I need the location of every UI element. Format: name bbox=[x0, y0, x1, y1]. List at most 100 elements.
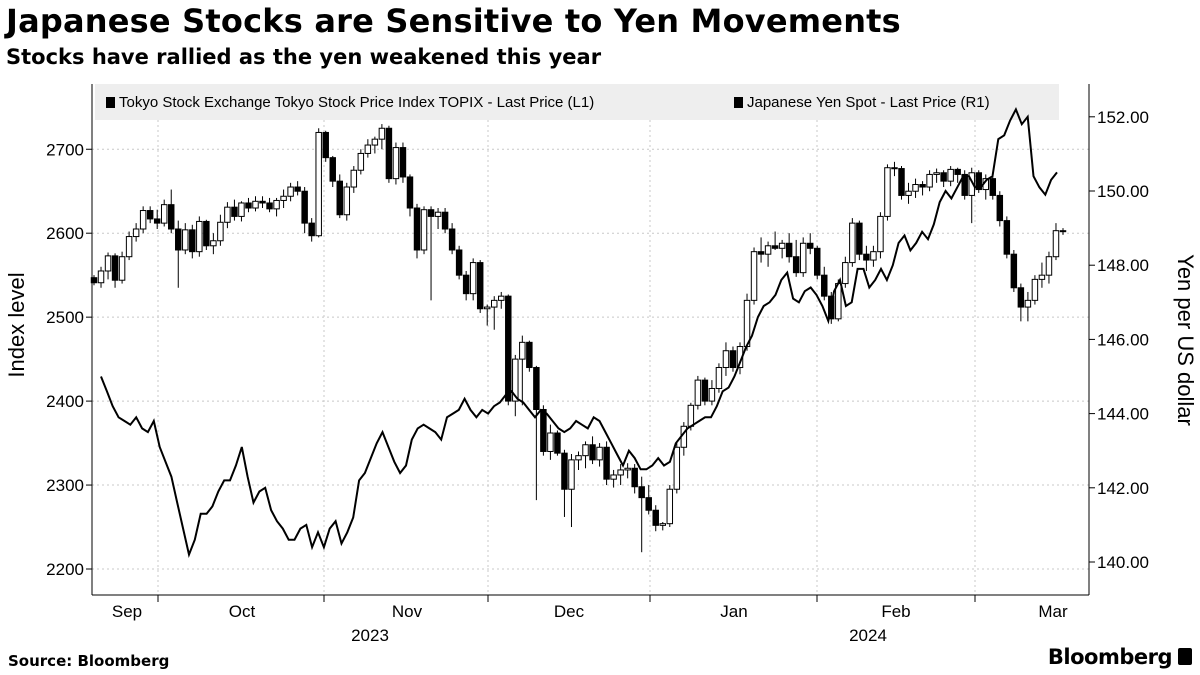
candle-body bbox=[153, 218, 161, 224]
candle-body bbox=[554, 432, 561, 454]
candle-body bbox=[168, 204, 175, 230]
candle-body bbox=[996, 194, 1004, 222]
candle-body bbox=[863, 253, 870, 261]
x-month-label: Nov bbox=[392, 602, 423, 621]
candle-body bbox=[364, 144, 372, 154]
candle-body bbox=[357, 152, 365, 171]
right-tick-label: 140.00 bbox=[1097, 553, 1149, 572]
candle-body bbox=[856, 222, 863, 255]
candle-body bbox=[722, 350, 730, 369]
candle-body bbox=[343, 186, 351, 216]
candle-body bbox=[750, 251, 758, 301]
candle-body bbox=[399, 147, 407, 178]
candle-body bbox=[1052, 230, 1060, 258]
candle-body bbox=[512, 358, 519, 402]
candle-body bbox=[280, 195, 287, 201]
axes bbox=[91, 84, 1090, 596]
candle-body bbox=[1017, 287, 1025, 308]
candle-body bbox=[547, 432, 554, 452]
candle-body bbox=[210, 240, 217, 247]
candle-body bbox=[294, 186, 301, 192]
candle-body bbox=[118, 256, 126, 281]
brand-name: Bloomberg bbox=[1047, 645, 1173, 669]
candle-body bbox=[842, 262, 849, 285]
left-tick-label: 2700 bbox=[46, 140, 84, 159]
candle-body bbox=[427, 209, 435, 217]
candle-body bbox=[189, 229, 196, 253]
candle-body bbox=[350, 169, 358, 188]
legend-label-yen: Japanese Yen Spot - Last Price (R1) bbox=[747, 94, 990, 111]
candle-body bbox=[764, 245, 772, 255]
candle-body bbox=[505, 295, 512, 402]
legend-swatch-yen bbox=[734, 97, 743, 108]
candle-body bbox=[420, 209, 428, 251]
candle-body bbox=[694, 379, 702, 406]
candle-body bbox=[617, 469, 624, 476]
candle-body bbox=[519, 341, 526, 360]
left-axis-ticks: 2200 2300 2400 2500 2600 2700 bbox=[46, 140, 92, 579]
candle-body bbox=[413, 207, 421, 251]
right-axis-ticks: 140.00 142.00 144.00 146.00 148.00 150.00 152.… bbox=[1089, 108, 1149, 572]
candle-body bbox=[203, 220, 210, 247]
left-tick-label: 2300 bbox=[46, 476, 84, 495]
candle-body bbox=[308, 222, 315, 237]
candle-body bbox=[989, 178, 997, 196]
candle-body bbox=[877, 215, 884, 253]
candle-body bbox=[104, 255, 112, 272]
candle-body bbox=[785, 242, 793, 258]
candle-body bbox=[315, 131, 322, 237]
candle-body bbox=[125, 236, 133, 258]
candle-body bbox=[884, 167, 891, 217]
candle-body bbox=[729, 350, 737, 369]
candle-body bbox=[575, 455, 582, 461]
x-month-label: Mar bbox=[1038, 602, 1068, 621]
candle-body bbox=[610, 474, 617, 480]
x-axis-ticks: Sep Oct Nov Dec Jan Feb Mar 2023 2024 bbox=[112, 595, 1068, 645]
candle-body bbox=[792, 256, 800, 274]
candle-body bbox=[1010, 253, 1018, 289]
candle-body bbox=[673, 446, 681, 490]
candle-body bbox=[891, 167, 898, 170]
candle-body bbox=[940, 172, 947, 182]
left-tick-label: 2500 bbox=[46, 308, 84, 327]
topix-candles bbox=[90, 124, 1067, 553]
candle-body bbox=[526, 341, 533, 369]
candle-body bbox=[175, 228, 182, 251]
legend-label-topix: Tokyo Stock Exchange Tokyo Stock Price I… bbox=[119, 94, 594, 111]
right-tick-label: 152.00 bbox=[1097, 108, 1149, 127]
candle-body bbox=[806, 242, 814, 249]
x-month-label: Dec bbox=[554, 602, 585, 621]
candle-body bbox=[1038, 274, 1046, 280]
candle-body bbox=[441, 211, 449, 230]
candle-body bbox=[406, 176, 414, 209]
candle-body bbox=[322, 131, 329, 159]
candle-body bbox=[715, 367, 723, 390]
brand-logo: Bloomberg bbox=[1048, 645, 1192, 669]
x-month-label: Oct bbox=[229, 602, 256, 621]
candle-body bbox=[652, 509, 659, 526]
x-year-label: 2023 bbox=[351, 626, 389, 645]
candle-body bbox=[97, 270, 105, 284]
candle-body bbox=[821, 274, 828, 297]
candle-body bbox=[589, 444, 596, 461]
x-month-label: Sep bbox=[112, 602, 142, 621]
candle-body bbox=[603, 446, 610, 480]
candle-body bbox=[259, 200, 266, 204]
x-month-label: Jan bbox=[720, 602, 747, 621]
candle-body bbox=[378, 127, 386, 140]
right-tick-label: 142.00 bbox=[1097, 479, 1149, 498]
legend-swatch-topix bbox=[106, 97, 115, 108]
chart-title: Japanese Stocks are Sensitive to Yen Mov… bbox=[6, 2, 901, 40]
candle-body bbox=[1059, 230, 1067, 233]
legend-background bbox=[95, 84, 1059, 120]
left-tick-label: 2400 bbox=[46, 392, 84, 411]
candle-body bbox=[434, 211, 442, 217]
candle-body bbox=[160, 204, 168, 224]
candle-body bbox=[329, 157, 336, 182]
candle-body bbox=[1031, 278, 1039, 301]
candle-body bbox=[631, 467, 638, 488]
candle-body bbox=[701, 379, 709, 402]
candle-body bbox=[301, 190, 308, 224]
candle-body bbox=[462, 274, 470, 295]
right-tick-label: 150.00 bbox=[1097, 182, 1149, 201]
